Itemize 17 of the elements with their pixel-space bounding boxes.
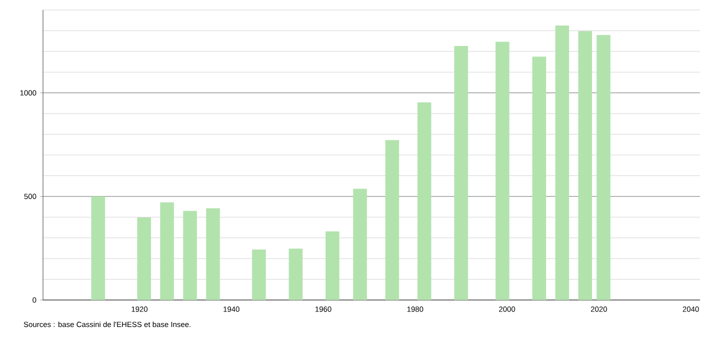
bar bbox=[532, 56, 546, 300]
bar bbox=[160, 202, 174, 300]
bar bbox=[183, 210, 197, 300]
bar bbox=[417, 102, 432, 300]
bar bbox=[137, 218, 151, 300]
bar bbox=[385, 140, 400, 300]
bar bbox=[252, 249, 266, 300]
bar bbox=[91, 196, 106, 300]
bar bbox=[353, 188, 367, 300]
bar bbox=[496, 42, 510, 300]
bar bbox=[326, 231, 340, 300]
bar bbox=[454, 46, 468, 300]
bar bbox=[596, 35, 610, 300]
bar bbox=[206, 208, 220, 300]
bar bbox=[288, 248, 303, 300]
bar bbox=[555, 26, 570, 300]
bar bbox=[578, 31, 592, 300]
